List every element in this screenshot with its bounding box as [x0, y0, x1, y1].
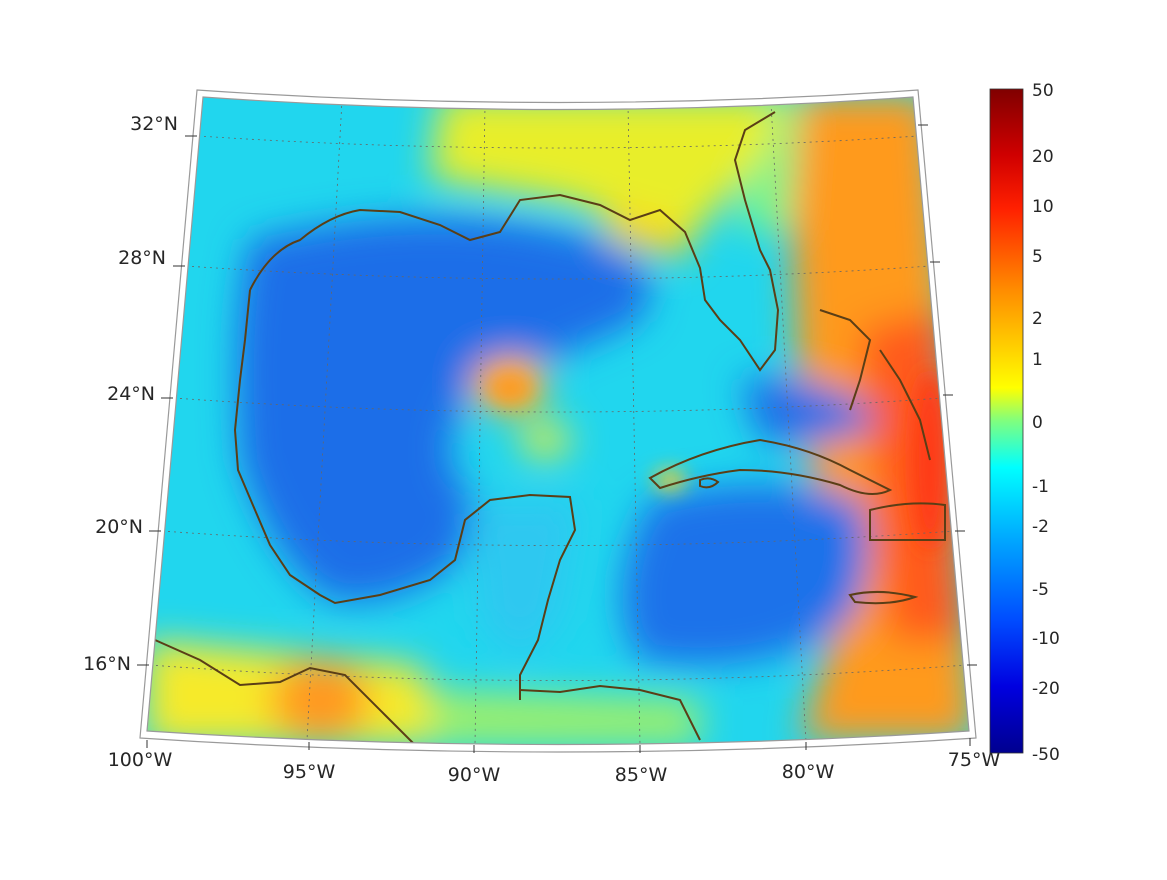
colorbar-tick-minus2: -2: [1032, 517, 1049, 537]
lat-label-20n: 20°N: [95, 516, 143, 538]
coastline-pacific: [154, 639, 416, 745]
colorbar-tick-10: 10: [1032, 197, 1054, 217]
colorbar-tick-minus10: -10: [1032, 629, 1060, 649]
lon-label-75w: 75°W: [948, 749, 1001, 771]
colorbar-tick-20: 20: [1032, 147, 1054, 167]
lon-label-100w: 100°W: [108, 749, 173, 771]
colorbar-tick-5: 5: [1032, 247, 1043, 267]
lat-label-16n: 16°N: [83, 653, 131, 675]
field-layer: [147, 97, 969, 745]
latitude-labels: 32°N 28°N 24°N 20°N 16°N: [83, 113, 178, 675]
longitude-labels: 100°W 95°W 90°W 85°W 80°W 75°W: [108, 749, 1001, 786]
coastline-bahamas: [819, 309, 931, 461]
colorbar-tick-2: 2: [1032, 309, 1043, 329]
coastline-layer: [154, 111, 946, 745]
colorbar-tick-0: 0: [1032, 413, 1043, 433]
colorbar-tick-minus5: -5: [1032, 580, 1049, 600]
map-frame: [139, 89, 977, 753]
coastline-hispaniola: [869, 502, 946, 542]
lon-label-85w: 85°W: [615, 764, 668, 786]
lon-label-95w: 95°W: [283, 761, 336, 783]
frame-ticks: [137, 124, 977, 753]
colorbar-tick-labels: 50 20 10 5 2 1 0 -1 -2 -5 -10 -20 -50: [1032, 81, 1060, 765]
colorbar-tick-50: 50: [1032, 81, 1054, 101]
graticule: [149, 99, 967, 745]
colorbar-tick-minus50: -50: [1032, 745, 1060, 765]
coastline-central-america: [519, 684, 701, 741]
lat-label-32n: 32°N: [130, 113, 178, 135]
coastline-gulf: [249, 111, 780, 372]
coastline-cuba: [648, 438, 893, 495]
coastline-isle-of-youth: [699, 477, 720, 489]
coastline-mexico: [233, 289, 577, 700]
colorbar: 50 20 10 5 2 1 0 -1 -2 -5 -10 -20 -50: [989, 81, 1060, 765]
lon-label-80w: 80°W: [782, 761, 835, 783]
lon-label-90w: 90°W: [448, 764, 501, 786]
colorbar-gradient: [989, 88, 1024, 754]
colorbar-tick-minus1: -1: [1032, 477, 1049, 497]
colorbar-tick-minus20: -20: [1032, 679, 1060, 699]
coastline-jamaica: [848, 590, 919, 605]
lat-label-24n: 24°N: [107, 383, 155, 405]
lat-label-28n: 28°N: [118, 247, 166, 269]
colorbar-tick-1: 1: [1032, 350, 1043, 370]
